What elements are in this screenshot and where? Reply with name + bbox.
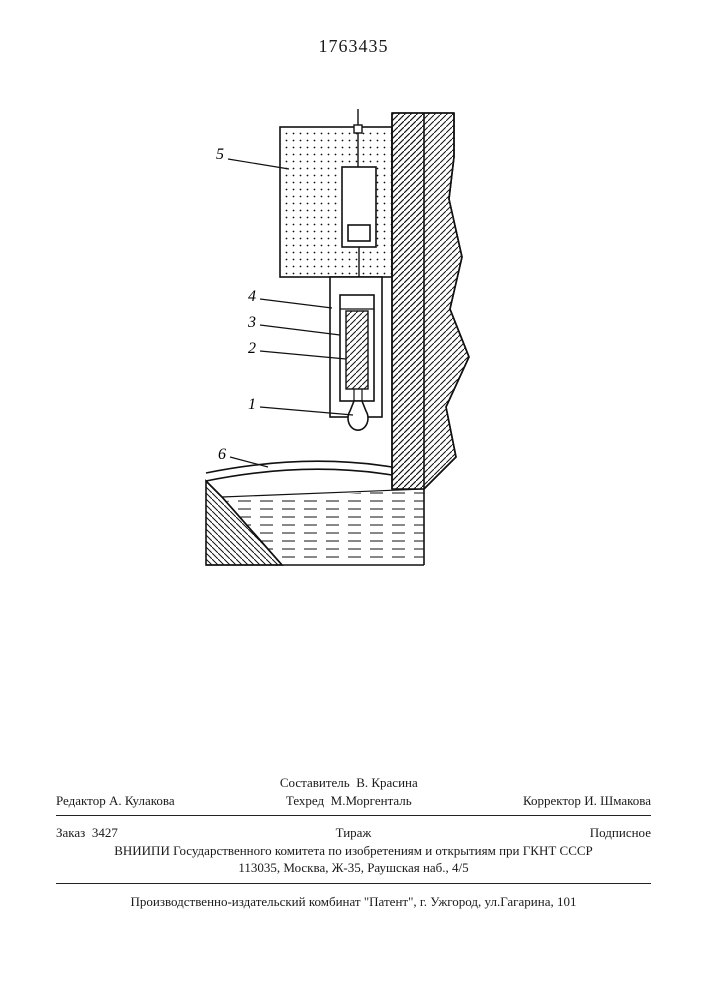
divider-2 — [56, 883, 651, 884]
label-2: 2 — [248, 340, 256, 357]
editor-label: Редактор — [56, 793, 106, 808]
label-1: 1 — [248, 396, 256, 413]
top-connector — [354, 125, 362, 133]
upper-chamber-block — [348, 225, 370, 241]
label-3: 3 — [247, 314, 256, 331]
label-6: 6 — [218, 446, 226, 463]
corrector-name: И. Шмакова — [584, 793, 651, 808]
lid-bottom — [206, 469, 392, 481]
credits: Редактор А. Кулакова Составитель В. Крас… — [56, 774, 651, 809]
compiler-techred: Составитель В. Красина Техред М.Моргента… — [280, 774, 418, 809]
order: Заказ 3427 — [56, 824, 254, 842]
divider-1 — [56, 815, 651, 816]
label-4: 4 — [248, 288, 256, 305]
editor-name: А. Кулакова — [109, 793, 175, 808]
order-label: Заказ — [56, 825, 85, 840]
techred-label: Техред — [286, 793, 324, 808]
diagram: 5 4 3 2 1 6 — [194, 97, 514, 587]
document-number: 1763435 — [56, 36, 651, 57]
compiler-label: Составитель — [280, 775, 350, 790]
org-line-1: ВНИИПИ Государственного комитета по изоб… — [56, 842, 651, 860]
subscription-label: Подписное — [453, 824, 651, 842]
footer: Редактор А. Кулакова Составитель В. Крас… — [56, 774, 651, 910]
editor: Редактор А. Кулакова — [56, 792, 175, 810]
order-number: 3427 — [92, 825, 118, 840]
core-2 — [346, 311, 368, 389]
corrector: Корректор И. Шмакова — [523, 792, 651, 810]
imprint: Производственно-издательский комбинат "П… — [56, 894, 651, 910]
compiler-name: В. Красина — [356, 775, 418, 790]
order-block: Заказ 3427 Тираж Подписное ВНИИПИ Госуда… — [56, 824, 651, 877]
page: 1763435 — [0, 0, 707, 1000]
techred-name: М.Моргенталь — [331, 793, 412, 808]
print-run-label: Тираж — [254, 824, 452, 842]
org-line-2: 113035, Москва, Ж-35, Раушская наб., 4/5 — [56, 859, 651, 877]
corrector-label: Корректор — [523, 793, 581, 808]
label-5: 5 — [216, 146, 224, 163]
